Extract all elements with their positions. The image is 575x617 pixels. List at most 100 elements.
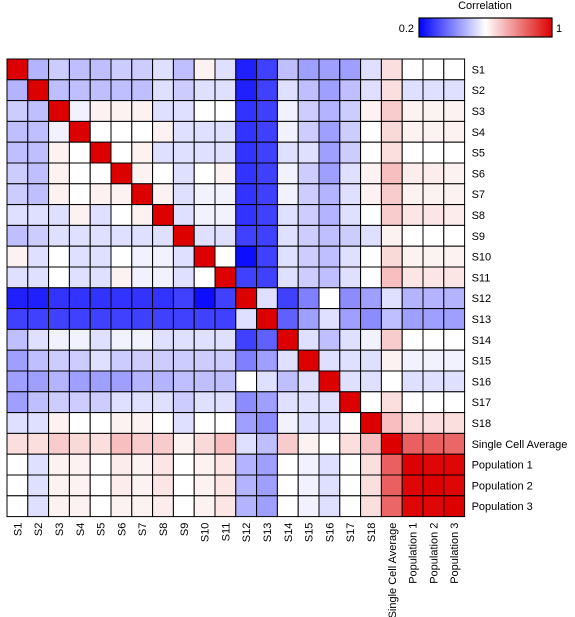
heatmap-cell [256, 432, 278, 455]
heatmap-cell [27, 349, 50, 372]
heatmap-cell [68, 245, 91, 268]
heatmap-cell [256, 245, 278, 268]
heatmap-cell [89, 79, 112, 102]
heatmap-cell [339, 412, 362, 434]
heatmap-cell [401, 245, 424, 268]
heatmap-cell [48, 79, 70, 102]
heatmap-cell [360, 474, 382, 497]
heatmap-cell [360, 120, 382, 143]
heatmap-cell [401, 474, 424, 497]
heatmap-cell [318, 495, 341, 518]
heatmap-cell [89, 204, 112, 226]
heatmap-cell [360, 287, 382, 310]
heatmap-cell [48, 412, 70, 434]
heatmap-cell [297, 162, 320, 185]
column-label: Single Cell Average [387, 523, 399, 617]
heatmap-cell [360, 328, 382, 351]
heatmap-cell [401, 308, 424, 330]
heatmap-cell [318, 266, 341, 289]
heatmap-cell [276, 120, 299, 143]
heatmap-cell [6, 100, 29, 122]
heatmap-cell [235, 474, 258, 497]
row-label: S5 [472, 148, 485, 160]
heatmap-cell [27, 100, 50, 122]
row-labels: S1 S2 S3 S4 S5 S6 S7 S8 S9 S10 S11 S12 S13 S14 S15 S16 S… [472, 64, 568, 513]
heatmap-cell [131, 120, 154, 143]
heatmap-cell [422, 495, 445, 518]
heatmap-cell [110, 453, 133, 476]
heatmap-cell [172, 370, 195, 393]
heatmap-cell [48, 141, 70, 164]
heatmap-cell [131, 100, 154, 122]
heatmap-cell [360, 308, 382, 330]
heatmap-cell [318, 58, 341, 81]
heatmap-cell [339, 328, 362, 351]
heatmap-cell [276, 391, 299, 414]
heatmap-cell [422, 453, 445, 476]
heatmap-cell [235, 141, 258, 164]
heatmap-cell [6, 266, 29, 289]
heatmap-cell [422, 183, 445, 206]
heatmap-cell [131, 391, 154, 414]
heatmap-cell [214, 120, 237, 143]
heatmap-cell [214, 162, 237, 185]
heatmap-cell [276, 266, 299, 289]
heatmap-cell [276, 432, 299, 455]
heatmap-cell [443, 349, 466, 372]
heatmap-cell [380, 245, 403, 268]
heatmap-cell [131, 162, 154, 185]
heatmap-cell [152, 120, 174, 143]
heatmap-cell [152, 287, 174, 310]
column-label: S14 [283, 523, 295, 543]
heatmap-cell [360, 432, 382, 455]
heatmap-cell [276, 183, 299, 206]
heatmap-cell [193, 453, 216, 476]
heatmap-cell [297, 453, 320, 476]
heatmap-cell [172, 162, 195, 185]
heatmap-cell [214, 58, 237, 81]
heatmap-cell [297, 391, 320, 414]
heatmap-cell [89, 349, 112, 372]
heatmap-cell [339, 495, 362, 518]
heatmap-cell [360, 100, 382, 122]
legend-title: Correlation [458, 0, 512, 12]
heatmap-cell [131, 266, 154, 289]
heatmap-cell [256, 58, 278, 81]
heatmap-cell [214, 224, 237, 247]
heatmap-cell [443, 204, 466, 226]
heatmap-cell [89, 412, 112, 434]
heatmap-cell [339, 224, 362, 247]
heatmap-cell [297, 183, 320, 206]
heatmap-cell [131, 474, 154, 497]
heatmap-cell [6, 245, 29, 268]
heatmap-cell [214, 453, 237, 476]
heatmap-cell [276, 287, 299, 310]
column-label: S18 [366, 523, 378, 543]
heatmap-cell [235, 412, 258, 434]
heatmap-cell [401, 412, 424, 434]
heatmap-cell [401, 432, 424, 455]
heatmap-cell [276, 204, 299, 226]
heatmap-cell [68, 453, 91, 476]
heatmap-cell [422, 204, 445, 226]
column-label: S7 [137, 523, 149, 536]
heatmap-cell [360, 391, 382, 414]
heatmap-cell [318, 412, 341, 434]
heatmap-cell [110, 474, 133, 497]
heatmap-cell [27, 266, 50, 289]
heatmap-cell [380, 204, 403, 226]
heatmap-cell [193, 79, 216, 102]
heatmap-cell [27, 370, 50, 393]
heatmap-cell [214, 391, 237, 414]
heatmap-cell [443, 453, 466, 476]
heatmap-cell [48, 100, 70, 122]
heatmap-cell [48, 120, 70, 143]
heatmap-cell [172, 120, 195, 143]
row-label: S16 [472, 376, 492, 388]
heatmap-cell [235, 58, 258, 81]
heatmap-cell [27, 79, 50, 102]
heatmap-cell [131, 370, 154, 393]
heatmap-cell [339, 287, 362, 310]
heatmap-cell [422, 412, 445, 434]
heatmap-cell [360, 58, 382, 81]
